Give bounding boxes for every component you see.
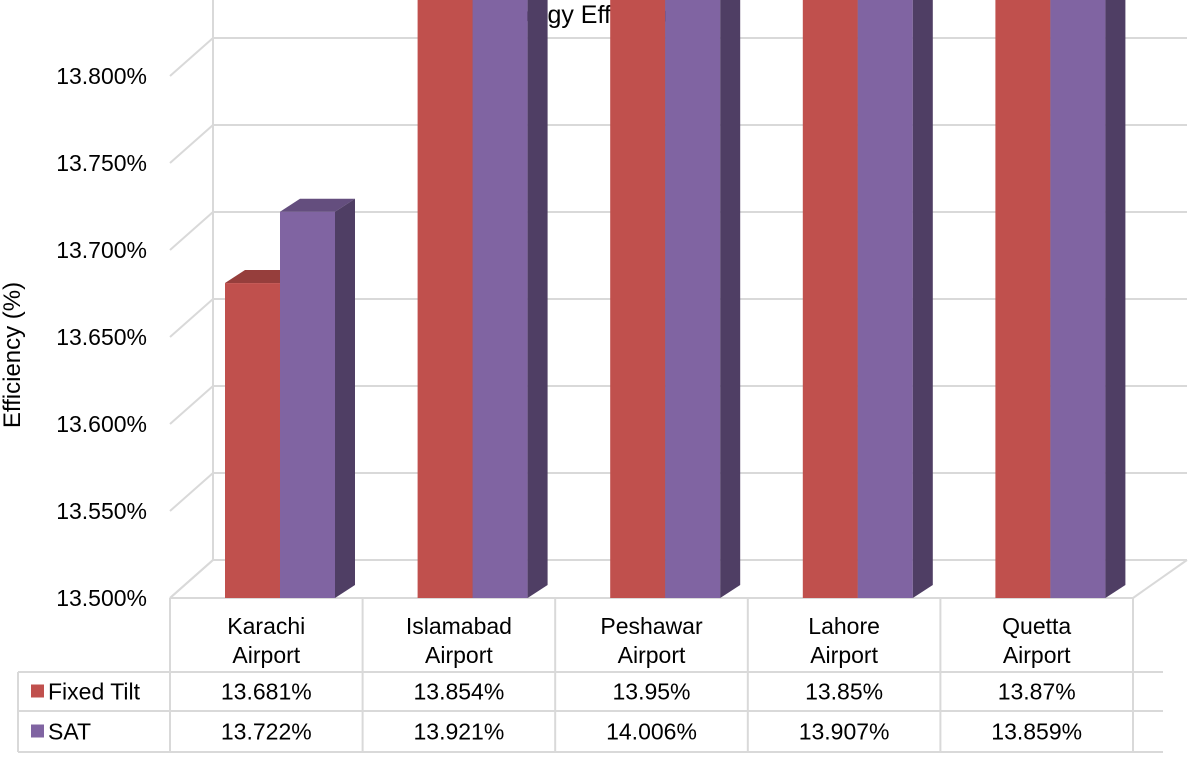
- bar-front: [225, 283, 280, 598]
- y-tick-label: 13.750%: [56, 150, 147, 176]
- data-label: 13.921%: [413, 719, 504, 745]
- legend-swatch: [31, 684, 44, 698]
- floor-edge: [169, 559, 214, 599]
- y-tick-label: 13.600%: [56, 411, 147, 437]
- bar-side: [527, 0, 548, 598]
- bar-front: [802, 0, 858, 598]
- data-label: 14.006%: [606, 719, 697, 745]
- bar-side: [912, 0, 933, 598]
- data-table: Karachi Airport Islamabad Airport Peshawar Ai…: [17, 598, 1163, 753]
- bar-front: [472, 0, 528, 598]
- y-tick-label: 13.500%: [56, 585, 147, 611]
- bar-front: [280, 211, 335, 598]
- y-axis-label: Efficiency (%): [0, 282, 26, 428]
- bar-front: [610, 0, 666, 598]
- x-tick-label: Quetta Airport: [1002, 613, 1071, 668]
- bar-front: [665, 0, 721, 598]
- bar-sat: [280, 198, 355, 598]
- data-label: 13.95%: [612, 679, 690, 705]
- y-axis-ticks: 13.500% 13.550% 13.600% 13.650% 13.700% 13.75…: [56, 0, 147, 611]
- y-tick-label: 13.550%: [56, 498, 147, 524]
- legend-label: SAT: [48, 719, 91, 745]
- data-label: 13.85%: [805, 679, 883, 705]
- y-tick-label: 13.650%: [56, 324, 147, 350]
- y-tick-label: 13.800%: [56, 63, 147, 89]
- bar-side: [720, 0, 741, 598]
- data-label: 13.907%: [799, 719, 890, 745]
- y-tick-label: 13.700%: [56, 237, 147, 263]
- data-label: 13.722%: [221, 719, 312, 745]
- x-tick-label: Islamabad Airport: [406, 613, 512, 668]
- bars: [225, 0, 1126, 599]
- floor-right: [1132, 559, 1188, 599]
- bar-side: [335, 198, 355, 598]
- legend-swatch: [31, 724, 44, 738]
- data-label: 13.859%: [991, 719, 1082, 745]
- bar-sat: [857, 0, 933, 598]
- bar-front: [857, 0, 913, 598]
- data-label: 13.681%: [221, 679, 312, 705]
- bar-sat: [665, 0, 741, 598]
- data-label: 13.854%: [413, 679, 504, 705]
- legend-label: Fixed Tilt: [48, 679, 141, 705]
- bar-front: [417, 0, 473, 599]
- x-tick-label: Peshawar Airport: [600, 613, 703, 668]
- bar-front: [1050, 0, 1106, 598]
- y-tick-label: 13.850%: [56, 0, 147, 2]
- bar-sat: [1050, 0, 1126, 598]
- data-label: 13.87%: [998, 679, 1076, 705]
- bar-front: [995, 0, 1051, 598]
- bar-sat: [472, 0, 548, 598]
- x-tick-label: Lahore Airport: [808, 613, 880, 668]
- bar-top: [280, 198, 355, 212]
- bar-side: [1105, 0, 1126, 598]
- x-tick-label: Karachi Airport: [227, 613, 305, 668]
